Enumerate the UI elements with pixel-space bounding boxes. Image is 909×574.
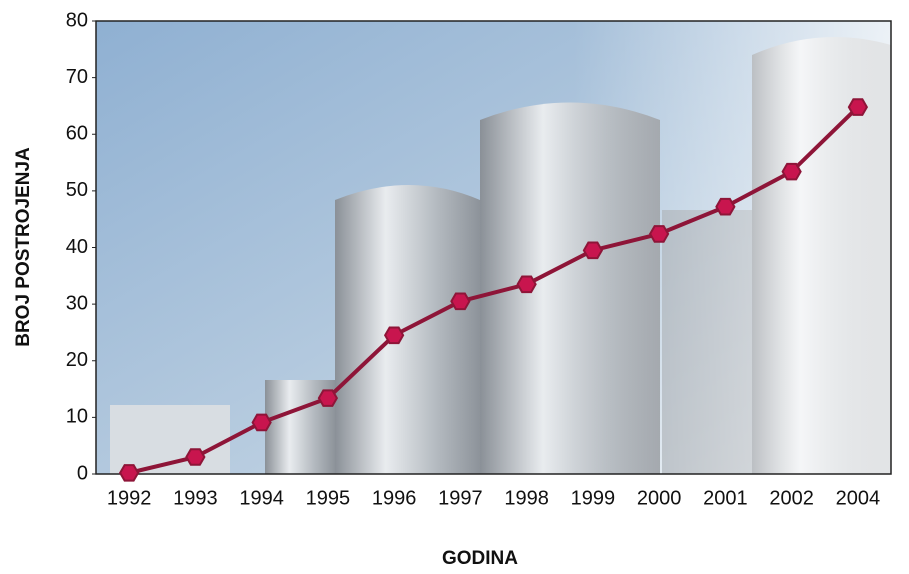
y-axis-title: BROJ POSTROJENJA	[13, 147, 34, 347]
x-tick-label: 1993	[173, 487, 218, 509]
x-tick-label: 2001	[703, 487, 748, 509]
x-tick-label: 1992	[107, 487, 152, 509]
marker	[383, 326, 405, 345]
marker	[715, 197, 736, 216]
y-tick-label: 60	[66, 123, 88, 145]
x-tick-label: 1999	[571, 487, 616, 509]
marker	[582, 241, 604, 260]
y-tick-label: 10	[66, 406, 88, 428]
x-axis-title: GODINA	[442, 548, 518, 569]
marker	[185, 448, 206, 466]
x-tick-label: 1996	[372, 487, 417, 509]
x-tick-label: 2004	[836, 487, 881, 509]
y-tick-label: 20	[66, 349, 88, 371]
marker	[781, 162, 802, 181]
y-tick-label: 50	[66, 179, 88, 201]
x-tick-label: 1994	[239, 487, 284, 509]
y-tick-label: 70	[66, 66, 88, 88]
marker	[118, 464, 140, 482]
background-photo	[96, 21, 891, 474]
marker	[251, 413, 272, 432]
x-tick-label: 1997	[438, 487, 483, 509]
marker	[648, 225, 670, 243]
x-tick-label: 1995	[306, 487, 351, 509]
y-tick-label: 40	[66, 236, 88, 258]
y-tick-label: 80	[66, 9, 88, 31]
x-tick-label: 2000	[637, 487, 682, 509]
y-tick-label: 0	[77, 462, 88, 484]
marker	[847, 98, 869, 116]
marker	[516, 275, 537, 294]
y-tick-label: 30	[66, 292, 88, 314]
marker	[317, 389, 339, 407]
x-tick-label: 1998	[504, 487, 549, 509]
x-tick-label: 2002	[769, 487, 814, 509]
line	[128, 105, 860, 475]
marker	[450, 292, 471, 311]
